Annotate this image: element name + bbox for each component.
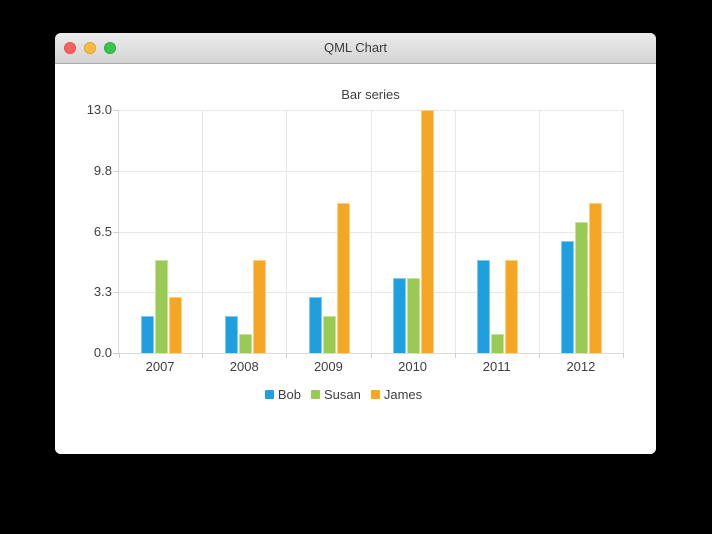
app-window: QML Chart Bar series 13.0 9.8 6.5 3.3 0.0 20… xyxy=(55,33,656,454)
bar-james-2011 xyxy=(505,260,519,353)
y-axis-label: 9.8 xyxy=(93,162,112,178)
v-gridline xyxy=(202,110,204,353)
x-axis-tick xyxy=(538,353,540,358)
bar-james-2012 xyxy=(589,203,603,353)
x-axis-label: 2010 xyxy=(398,359,428,374)
bar-bob-2011 xyxy=(477,260,491,353)
h-gridline xyxy=(119,110,624,111)
bar-susan-2009 xyxy=(322,316,336,353)
bar-group-2011 xyxy=(456,260,540,353)
bar-james-2010 xyxy=(421,110,435,353)
bar-bob-2012 xyxy=(561,241,575,353)
y-axis-tick xyxy=(113,231,119,233)
x-axis-tick xyxy=(286,353,288,358)
bar-group-2009 xyxy=(287,203,371,353)
y-axis-label: 3.3 xyxy=(93,284,112,300)
bar-group-2007 xyxy=(119,260,203,353)
bar-bob-2009 xyxy=(308,297,322,353)
legend-label: Bob xyxy=(277,387,301,402)
bar-susan-2012 xyxy=(575,222,589,353)
legend-item-bob: Bob xyxy=(264,387,301,402)
chart-view: Bar series 13.0 9.8 6.5 3.3 0.0 2007 2008 2009… xyxy=(55,64,656,454)
x-axis-tick xyxy=(119,353,120,358)
y-axis-tick xyxy=(113,292,119,294)
bar-group-2012 xyxy=(540,203,624,353)
v-gridline xyxy=(286,110,288,353)
minimize-button[interactable] xyxy=(84,42,96,54)
y-axis-label: 13.0 xyxy=(86,102,112,117)
window-title: QML Chart xyxy=(323,40,388,55)
plot-area xyxy=(113,110,624,358)
h-gridline xyxy=(119,170,624,172)
chart-title: Bar series xyxy=(341,87,400,102)
bar-susan-2007 xyxy=(154,260,168,353)
bar-susan-2010 xyxy=(407,278,421,353)
legend-label: James xyxy=(383,387,423,402)
bar-group-2008 xyxy=(203,260,287,353)
v-gridline xyxy=(370,110,372,353)
y-axis-label: 6.5 xyxy=(93,223,112,239)
legend-label: Susan xyxy=(323,387,361,402)
x-axis-label: 2008 xyxy=(229,359,259,374)
bar-james-2008 xyxy=(252,260,266,353)
h-gridline xyxy=(119,231,624,233)
v-gridline xyxy=(454,110,456,353)
legend-item-susan: Susan xyxy=(310,387,361,402)
bar-group-2010 xyxy=(372,110,456,353)
legend-marker-susan xyxy=(310,390,320,399)
x-axis-label: 2012 xyxy=(566,359,596,374)
x-axis-tick xyxy=(454,353,456,358)
x-axis-label: 2011 xyxy=(482,359,511,374)
window-titlebar[interactable]: QML Chart xyxy=(55,33,656,64)
x-axis-tick xyxy=(370,353,372,358)
v-gridline xyxy=(538,110,540,353)
x-axis-label: 2009 xyxy=(313,359,343,374)
bar-bob-2007 xyxy=(140,316,154,353)
legend-item-james: James xyxy=(370,387,423,402)
zoom-button[interactable] xyxy=(104,42,116,54)
bar-james-2007 xyxy=(168,297,182,353)
x-axis-tick xyxy=(202,353,204,358)
bar-james-2009 xyxy=(336,203,350,353)
y-axis-tick xyxy=(113,353,119,354)
bar-susan-2011 xyxy=(491,334,505,353)
bar-susan-2008 xyxy=(238,334,252,353)
y-axis-label: 0.0 xyxy=(93,345,112,360)
y-axis-tick xyxy=(113,170,119,172)
legend-marker-james xyxy=(370,390,380,399)
close-button[interactable] xyxy=(64,42,76,54)
h-gridline xyxy=(119,292,624,294)
v-gridline xyxy=(623,110,624,353)
y-axis-tick xyxy=(113,110,119,111)
x-axis-tick xyxy=(623,353,624,358)
bar-bob-2008 xyxy=(224,316,238,353)
traffic-lights xyxy=(64,33,116,63)
legend-marker-bob xyxy=(264,390,274,399)
legend: Bob Susan James xyxy=(55,387,632,402)
x-axis-label: 2007 xyxy=(145,359,175,374)
bar-bob-2010 xyxy=(393,278,407,353)
